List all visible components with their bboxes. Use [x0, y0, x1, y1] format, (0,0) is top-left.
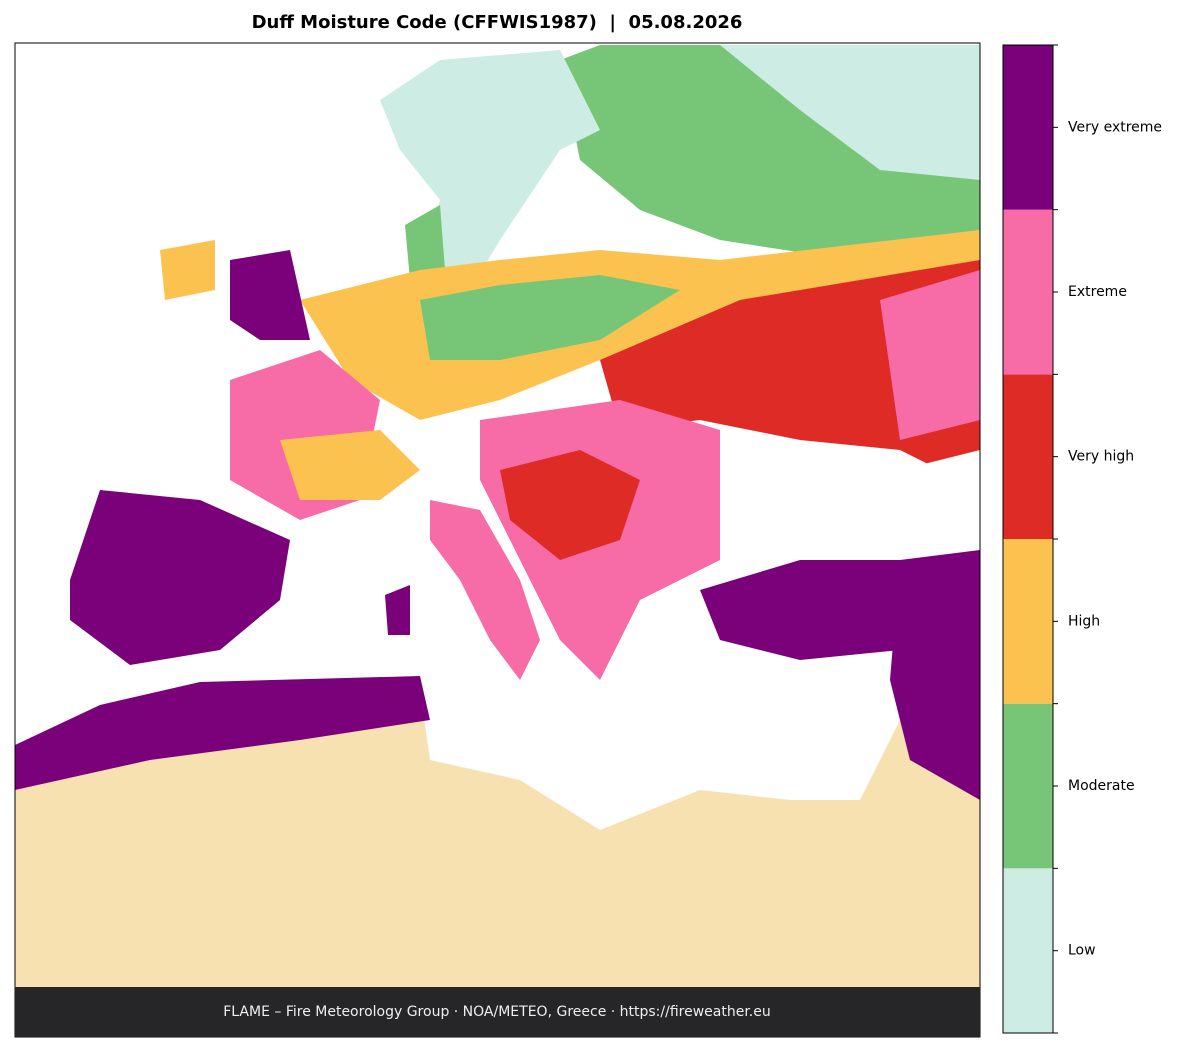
legend-label: Moderate [1068, 778, 1135, 794]
denmark-region [405, 205, 445, 280]
legend-label: Extreme [1068, 284, 1127, 300]
east-region [880, 270, 980, 440]
footer-text: FLAME – Fire Meteorology Group · NOA/MET… [223, 1004, 771, 1020]
colorbar-segment [1003, 868, 1053, 1033]
black-sea [720, 440, 960, 560]
alps-region [280, 430, 420, 500]
colorbar-segment [1003, 374, 1053, 539]
ireland-region [160, 240, 215, 300]
italy-region [430, 500, 540, 680]
north-east-region [720, 45, 980, 180]
serbia-region [500, 450, 640, 560]
desert-land [15, 690, 980, 987]
colorbar-segment [1003, 209, 1053, 375]
colorbar: Low Moderate High Very high Extreme Very extr… [1002, 44, 1162, 1034]
footer-bar [15, 987, 980, 1037]
colorbar-segment [1003, 703, 1053, 869]
sardinia-region [385, 585, 410, 635]
colorbar-segment [1003, 45, 1053, 210]
colorbar-segment [1003, 539, 1053, 704]
central-europe-region [300, 230, 980, 420]
poland-region [420, 275, 680, 360]
map [14, 42, 981, 1038]
legend-label: Very extreme [1068, 119, 1162, 135]
britain-region [230, 250, 310, 340]
colorbar-frame [1002, 44, 1054, 1034]
iberia-region [70, 490, 290, 665]
legend-label: Very high [1068, 449, 1134, 465]
map-title: Duff Moisture Code (CFFWIS1987) | 05.08.… [252, 12, 743, 33]
north-africa-region [15, 676, 430, 790]
legend-label: High [1068, 613, 1100, 629]
levant-region [890, 560, 980, 800]
legend-label: Low [1068, 943, 1096, 959]
